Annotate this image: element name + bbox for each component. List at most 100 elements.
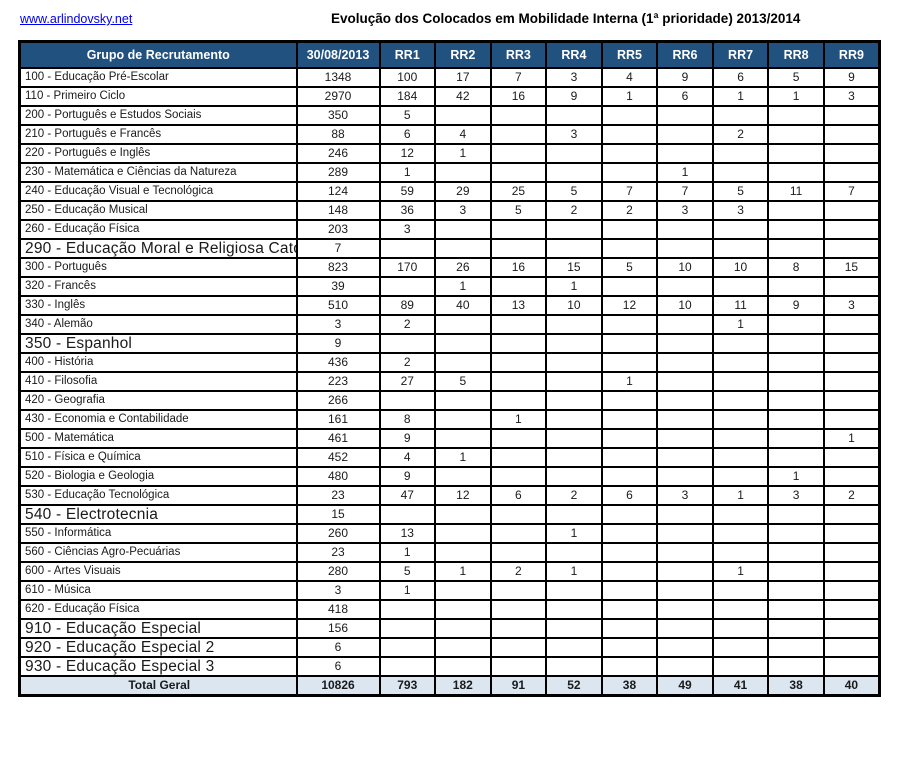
cell-value bbox=[434, 162, 492, 183]
cell-value bbox=[600, 580, 659, 601]
cell-value: 42 bbox=[434, 86, 492, 107]
cell-value: 13 bbox=[489, 295, 548, 316]
cell-value: 7 bbox=[295, 238, 381, 259]
cell-value: 1 bbox=[711, 86, 770, 107]
cell-value bbox=[378, 504, 437, 525]
cell-value: 23 bbox=[295, 485, 381, 506]
cell-value: 10 bbox=[656, 257, 714, 278]
cell-value: 5 bbox=[711, 181, 770, 202]
cell-value bbox=[656, 314, 714, 335]
cell-value: 260 bbox=[295, 523, 381, 544]
cell-value bbox=[600, 466, 659, 487]
cell-value: 29 bbox=[434, 181, 492, 202]
cell-value: 1 bbox=[434, 143, 492, 164]
cell-value: 1 bbox=[711, 561, 770, 582]
cell-value: 7 bbox=[822, 181, 881, 202]
cell-value bbox=[656, 561, 714, 582]
cell-value bbox=[434, 238, 492, 259]
cell-value bbox=[489, 428, 548, 449]
cell-value bbox=[600, 352, 659, 373]
cell-value: 40 bbox=[434, 295, 492, 316]
cell-value bbox=[822, 466, 881, 487]
cell-value: 1 bbox=[767, 466, 825, 487]
cell-value bbox=[822, 371, 881, 392]
cell-value bbox=[489, 542, 548, 563]
cell-value bbox=[545, 352, 603, 373]
cell-value bbox=[711, 447, 770, 468]
cell-value: 3 bbox=[545, 124, 603, 145]
cell-value: 9 bbox=[378, 466, 437, 487]
cell-value: 1348 bbox=[295, 67, 381, 88]
cell-value: 4 bbox=[434, 124, 492, 145]
site-link[interactable]: www.arlindovsky.net bbox=[20, 12, 133, 26]
cell-value bbox=[378, 599, 437, 620]
cell-value bbox=[656, 352, 714, 373]
cell-value bbox=[600, 124, 659, 145]
cell-value: 3 bbox=[378, 219, 437, 240]
cell-value bbox=[711, 542, 770, 563]
cell-value: 6 bbox=[295, 637, 381, 658]
table-row: 510 - Física e Química 452 4 1 bbox=[18, 447, 881, 468]
cell-value bbox=[711, 162, 770, 183]
cell-value: 26 bbox=[434, 257, 492, 278]
cell-value: 5 bbox=[545, 181, 603, 202]
cell-value: 8 bbox=[767, 257, 825, 278]
row-label: 540 - Electrotecnia bbox=[18, 504, 298, 525]
cell-value bbox=[545, 542, 603, 563]
cell-value bbox=[767, 314, 825, 335]
cell-value: 1 bbox=[434, 276, 492, 297]
cell-value: 59 bbox=[378, 181, 437, 202]
cell-value: 1 bbox=[378, 542, 437, 563]
cell-value: 1 bbox=[378, 162, 437, 183]
cell-value bbox=[600, 314, 659, 335]
row-label: 910 - Educação Especial bbox=[18, 618, 298, 639]
cell-value: 1 bbox=[545, 561, 603, 582]
cell-value bbox=[600, 447, 659, 468]
cell-value bbox=[822, 162, 881, 183]
cell-value: 823 bbox=[295, 257, 381, 278]
cell-value bbox=[600, 390, 659, 411]
table-row: 560 - Ciências Agro-Pecuárias 23 1 bbox=[18, 542, 881, 563]
cell-value bbox=[711, 143, 770, 164]
cell-value: 436 bbox=[295, 352, 381, 373]
cell-value bbox=[656, 124, 714, 145]
row-label: 550 - Informática bbox=[18, 523, 298, 544]
cell-value bbox=[822, 618, 881, 639]
cell-value: 5 bbox=[600, 257, 659, 278]
cell-value: 480 bbox=[295, 466, 381, 487]
cell-value bbox=[434, 580, 492, 601]
cell-value bbox=[545, 238, 603, 259]
cell-value bbox=[656, 523, 714, 544]
cell-value bbox=[489, 219, 548, 240]
row-label: 530 - Educação Tecnológica bbox=[18, 485, 298, 506]
cell-value: 461 bbox=[295, 428, 381, 449]
row-label: 210 - Português e Francês bbox=[18, 124, 298, 145]
cell-value: 3 bbox=[545, 67, 603, 88]
cell-value bbox=[378, 238, 437, 259]
cell-value bbox=[767, 219, 825, 240]
cell-value bbox=[711, 599, 770, 620]
cell-value bbox=[711, 428, 770, 449]
cell-value bbox=[434, 352, 492, 373]
cell-value: 3 bbox=[656, 200, 714, 221]
cell-value bbox=[767, 580, 825, 601]
cell-value bbox=[711, 238, 770, 259]
table-row: 400 - História 436 2 bbox=[18, 352, 881, 373]
cell-value bbox=[711, 637, 770, 658]
cell-value bbox=[711, 333, 770, 354]
cell-value bbox=[434, 637, 492, 658]
column-header: RR9 bbox=[822, 40, 881, 69]
cell-value: 16 bbox=[489, 86, 548, 107]
cell-value bbox=[822, 333, 881, 354]
cell-value bbox=[434, 219, 492, 240]
cell-value bbox=[767, 447, 825, 468]
cell-value bbox=[822, 105, 881, 126]
cell-value: 12 bbox=[378, 143, 437, 164]
cell-value: 27 bbox=[378, 371, 437, 392]
cell-value bbox=[489, 238, 548, 259]
cell-value: 510 bbox=[295, 295, 381, 316]
cell-value bbox=[711, 105, 770, 126]
cell-value: 7 bbox=[656, 181, 714, 202]
cell-value bbox=[656, 333, 714, 354]
cell-value: 3 bbox=[295, 580, 381, 601]
